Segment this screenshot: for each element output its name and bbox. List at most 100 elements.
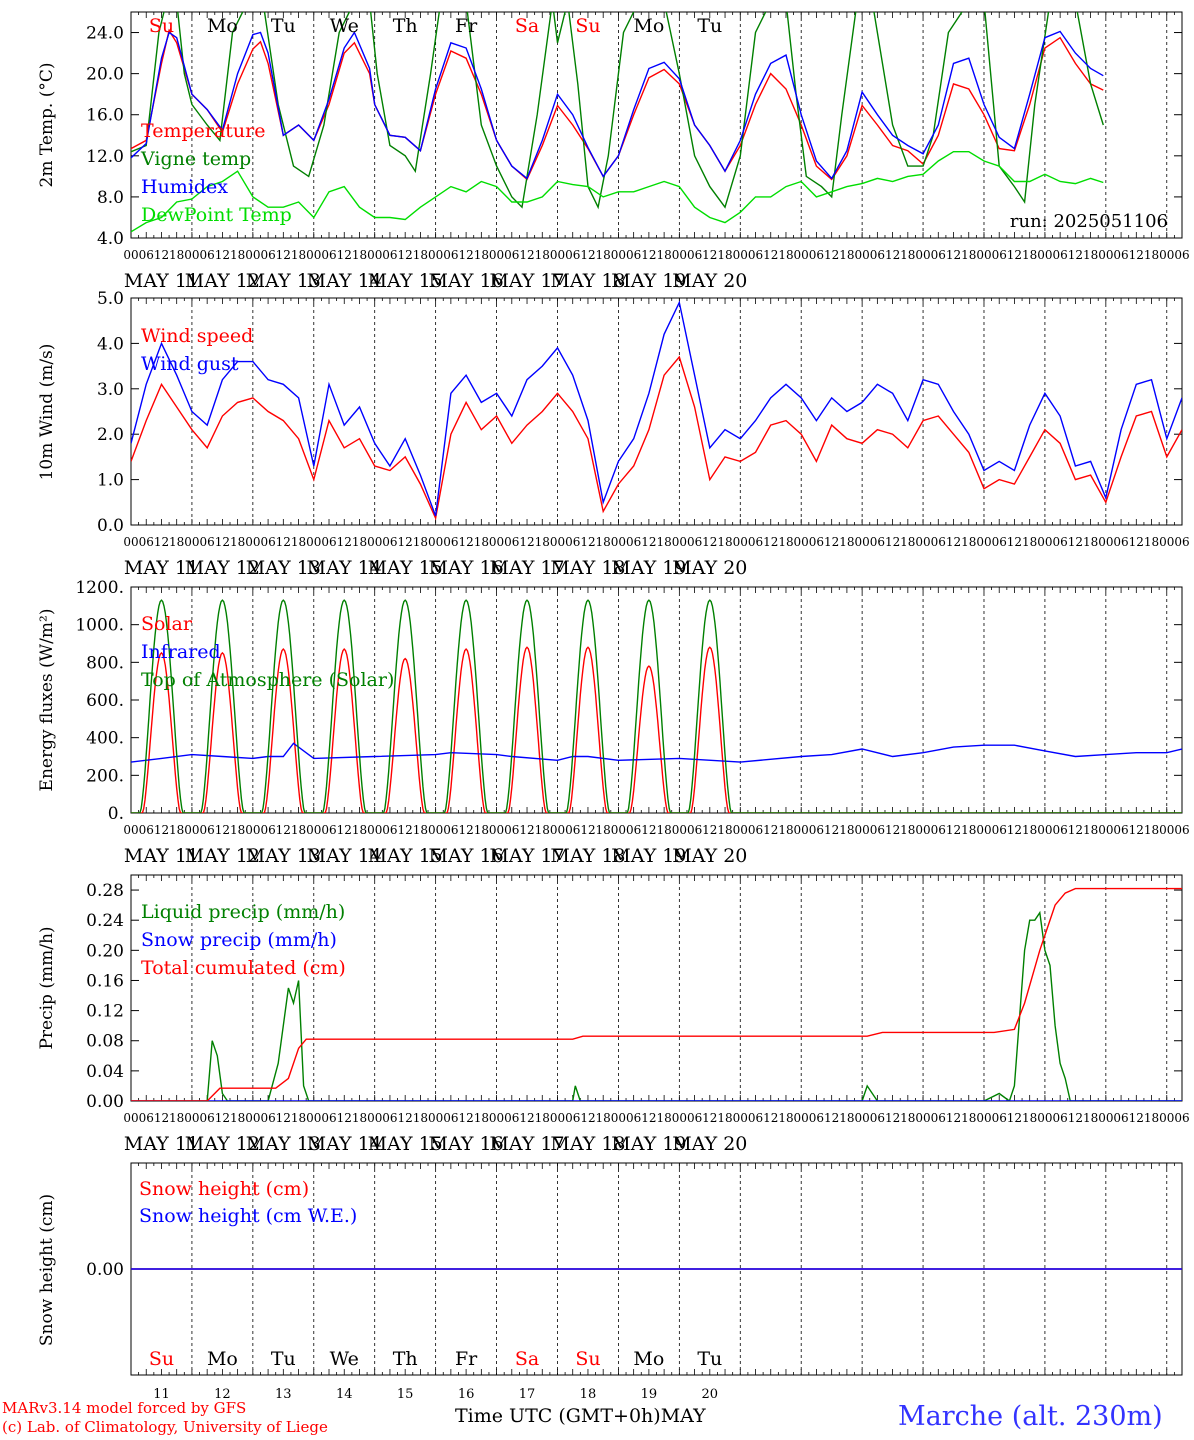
hour-tick-label: 06 [565,1111,580,1125]
y-tick-label: 4.0 [97,229,124,249]
hour-tick-label: 00 [611,248,626,262]
legend-entry: Snow height (cm W.E.) [139,1205,357,1227]
date-label: MAY 16 [429,557,504,579]
hour-tick-label: 18 [839,1111,854,1125]
weekday-label: Fr [455,1348,478,1370]
hour-tick-label: 06 [870,535,885,549]
hour-tick-label: 00 [367,823,382,837]
hour-tick-label: 06 [565,248,580,262]
panel-frame [130,297,1183,526]
hour-tick-label: 12 [824,248,839,262]
y-axis-label: 2m Temp. (°C) [37,62,57,187]
hour-tick-label: 00 [976,823,991,837]
weekday-label: Mo [207,1348,238,1370]
hour-tick-label: 18 [717,248,732,262]
hour-tick-label: 18 [656,1111,671,1125]
y-tick-label: 0.0 [97,516,124,536]
hour-tick-label: 12 [398,1111,413,1125]
hour-tick-label: 00 [428,1111,443,1125]
hour-tick-label: 06 [260,248,275,262]
weekday-label: Su [575,1348,600,1370]
day-number-label: 12 [214,1387,231,1402]
hour-tick-label: 12 [398,248,413,262]
hour-tick-label: 00 [1159,1111,1174,1125]
weekday-label: Su [149,15,174,37]
hour-tick-label: 12 [641,1111,656,1125]
date-label: MAY 17 [489,1133,564,1155]
hour-tick-label: 00 [854,535,869,549]
hour-tick-label: 12 [1007,535,1022,549]
series-line-4 [131,151,1104,233]
y-tick-label: 0.00 [86,1092,124,1112]
hour-tick-label: 00 [184,535,199,549]
hour-tick-label: 00 [1037,248,1052,262]
hour-tick-label: 00 [367,248,382,262]
legend-entry: Total cumulated (cm) [141,957,346,979]
hour-tick-label: 06 [260,1111,275,1125]
hour-tick-label: 06 [1053,823,1068,837]
hour-tick-label: 12 [946,535,961,549]
y-tick-label: 5.0 [97,289,124,309]
plot-area [131,599,1182,813]
series-line-1 [131,646,1182,813]
hour-tick-label: 06 [809,535,824,549]
hour-tick-label: 18 [900,248,915,262]
hour-tick-label: 00 [1098,248,1113,262]
hour-tick-label: 00 [1159,823,1174,837]
hour-tick-label: 06 [382,1111,397,1125]
hour-tick-label: 12 [215,248,230,262]
hour-tick-label: 06 [321,535,336,549]
hour-tick-label: 06 [139,248,154,262]
day-number-label: 19 [641,1387,658,1402]
hour-tick-label: 00 [976,1111,991,1125]
weekday-label: Tu [697,1348,722,1370]
hour-tick-label: 06 [687,823,702,837]
hour-tick-label: 18 [169,823,184,837]
y-tick-label: 1.0 [97,471,124,491]
hour-tick-label: 12 [946,248,961,262]
hour-tick-label: 12 [519,823,534,837]
weekday-label: Mo [633,1348,664,1370]
y-tick-label: 0.12 [86,1002,124,1022]
date-label: MAY 17 [489,845,564,867]
y-axis-label: Snow height (cm) [37,1194,57,1346]
hour-tick-label: 00 [672,1111,687,1125]
hour-tick-label: 00 [672,248,687,262]
hour-tick-label: 12 [763,823,778,837]
hour-tick-label: 00 [184,823,199,837]
hour-tick-label: 00 [1037,823,1052,837]
hour-tick-label: 00 [854,248,869,262]
weekday-label: We [330,15,359,37]
hour-tick-label: 00 [550,248,565,262]
hour-tick-label: 00 [672,535,687,549]
hour-tick-label: 06 [809,823,824,837]
date-label: MAY 12 [185,845,260,867]
panel-4: 00 06 12 18 00 06 12 18 00 06 12 18 00 06 12 18 00 06 12 18… [37,874,1190,1155]
hour-tick-label: 00 [123,535,138,549]
hour-tick-label: 00 [976,248,991,262]
hour-tick-label: 18 [839,535,854,549]
legend-entry: Infrared [141,641,221,663]
panel-2: 00 06 12 18 00 06 12 18 00 06 12 18 00 06 12 18 00 06 12 18… [37,289,1190,579]
hour-tick-label: 18 [352,1111,367,1125]
hour-tick-label: 18 [656,535,671,549]
hour-tick-label: 18 [352,535,367,549]
hour-tick-label: 18 [291,1111,306,1125]
date-label: MAY 14 [307,1133,382,1155]
hour-tick-label: 12 [1068,535,1083,549]
hour-tick-label: 18 [656,823,671,837]
hour-tick-label: 06 [992,535,1007,549]
hour-tick-label: 12 [946,1111,961,1125]
hour-tick-label: 12 [398,823,413,837]
y-tick-label: 0.08 [86,1032,124,1052]
hour-tick-label: 06 [1113,1111,1128,1125]
weekday-label: Fr [455,15,478,37]
hour-tick-label: 06 [626,248,641,262]
hour-tick-label: 18 [230,535,245,549]
hour-tick-label: 00 [976,535,991,549]
date-label: MAY 11 [124,845,199,867]
series-line-2 [131,300,1182,517]
hour-tick-label: 12 [215,823,230,837]
hour-tick-label: 12 [458,248,473,262]
hour-tick-label: 12 [702,248,717,262]
